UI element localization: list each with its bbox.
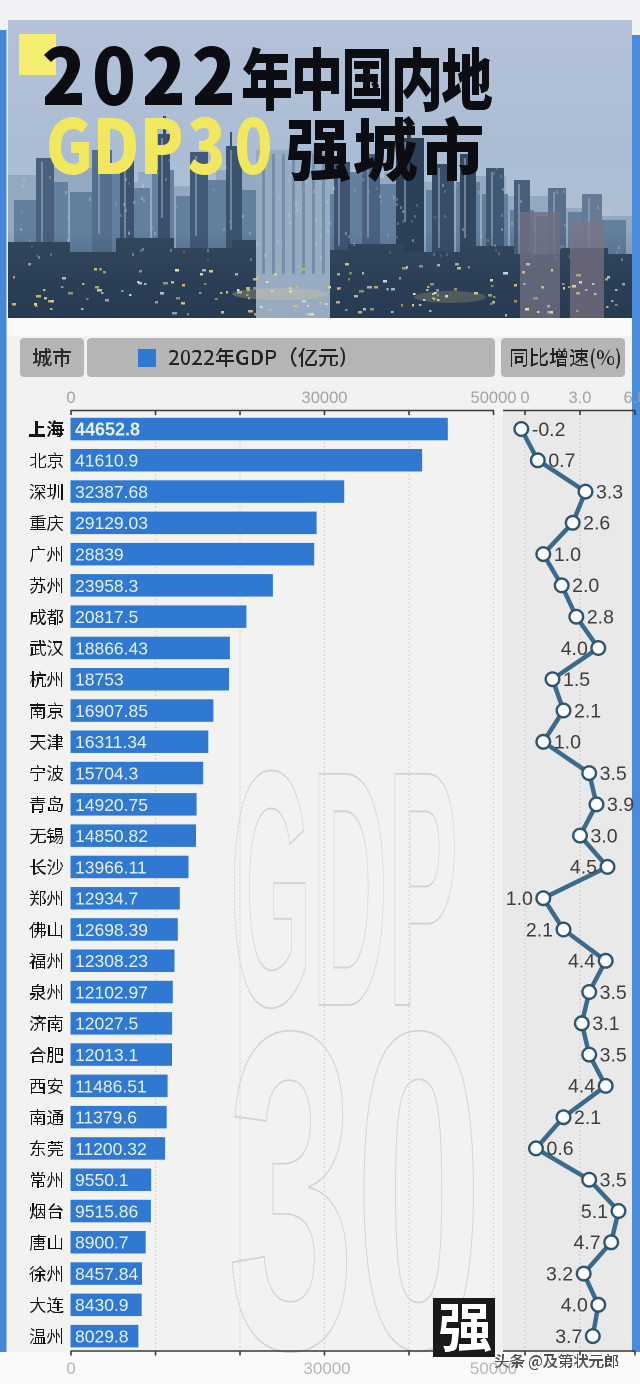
svg-text:2.0: 2.0 bbox=[572, 575, 599, 597]
svg-text:12013.1: 12013.1 bbox=[75, 1045, 138, 1065]
svg-text:9550.1: 9550.1 bbox=[75, 1170, 129, 1190]
svg-text:2.1: 2.1 bbox=[526, 919, 553, 941]
svg-text:1.0: 1.0 bbox=[554, 732, 581, 754]
svg-text:50000: 50000 bbox=[470, 1359, 517, 1378]
svg-text:18866.43: 18866.43 bbox=[75, 638, 148, 658]
svg-text:5.1: 5.1 bbox=[581, 1201, 608, 1223]
svg-text:11200.32: 11200.32 bbox=[75, 1139, 147, 1159]
svg-text:13966.11: 13966.11 bbox=[75, 857, 147, 877]
svg-text:14920.75: 14920.75 bbox=[75, 795, 148, 815]
svg-text:4.5: 4.5 bbox=[570, 857, 597, 879]
svg-text:1.0: 1.0 bbox=[554, 544, 581, 566]
svg-text:41610.9: 41610.9 bbox=[75, 451, 138, 471]
svg-text:12934.7: 12934.7 bbox=[75, 889, 138, 909]
svg-text:-0.2: -0.2 bbox=[532, 419, 566, 441]
svg-text:12102.97: 12102.97 bbox=[75, 982, 148, 1002]
svg-text:1.0: 1.0 bbox=[506, 888, 533, 910]
svg-text:0: 0 bbox=[66, 1359, 75, 1378]
svg-text:0.7: 0.7 bbox=[548, 450, 575, 472]
svg-text:50000: 50000 bbox=[471, 389, 517, 407]
svg-text:44652.8: 44652.8 bbox=[75, 419, 140, 439]
svg-text:11379.6: 11379.6 bbox=[75, 1108, 137, 1128]
svg-text:30000: 30000 bbox=[302, 389, 348, 407]
svg-text:3.5: 3.5 bbox=[600, 1170, 627, 1192]
svg-text:14850.82: 14850.82 bbox=[75, 826, 148, 846]
svg-text:2.1: 2.1 bbox=[574, 700, 601, 722]
svg-text:3.5: 3.5 bbox=[600, 982, 627, 1004]
svg-text:GDP: GDP bbox=[230, 701, 458, 1076]
svg-text:4.4: 4.4 bbox=[568, 1076, 595, 1098]
svg-text:3.7: 3.7 bbox=[555, 1326, 582, 1348]
svg-text:3.9: 3.9 bbox=[607, 794, 634, 816]
svg-text:8029.8: 8029.8 bbox=[75, 1327, 129, 1347]
svg-text:4.4: 4.4 bbox=[568, 951, 595, 973]
svg-text:3.5: 3.5 bbox=[600, 763, 627, 785]
svg-text:23958.3: 23958.3 bbox=[75, 576, 138, 596]
svg-text:8430.9: 8430.9 bbox=[75, 1295, 129, 1315]
svg-text:12027.5: 12027.5 bbox=[75, 1014, 138, 1034]
svg-text:2.1: 2.1 bbox=[574, 1107, 601, 1129]
svg-text:12308.23: 12308.23 bbox=[75, 951, 148, 971]
svg-text:11486.51: 11486.51 bbox=[75, 1076, 147, 1096]
svg-text:2.8: 2.8 bbox=[587, 606, 614, 628]
svg-text:4.0: 4.0 bbox=[561, 638, 588, 660]
svg-text:20817.5: 20817.5 bbox=[75, 607, 138, 627]
svg-text:3.1: 3.1 bbox=[592, 1013, 619, 1035]
svg-text:9515.86: 9515.86 bbox=[75, 1201, 138, 1221]
svg-text:18753: 18753 bbox=[75, 670, 124, 690]
svg-text:29129.03: 29129.03 bbox=[75, 513, 148, 533]
svg-text:15704.3: 15704.3 bbox=[75, 764, 138, 784]
svg-text:4.7: 4.7 bbox=[574, 1232, 601, 1254]
svg-text:4.0: 4.0 bbox=[561, 1295, 588, 1317]
svg-text:3.2: 3.2 bbox=[546, 1263, 573, 1285]
svg-text:6.0: 6.0 bbox=[624, 389, 640, 407]
svg-text:3.3: 3.3 bbox=[596, 481, 623, 503]
svg-text:3.0: 3.0 bbox=[569, 389, 592, 407]
svg-text:1.5: 1.5 bbox=[563, 669, 590, 691]
svg-text:8457.84: 8457.84 bbox=[75, 1264, 139, 1284]
svg-text:28839: 28839 bbox=[75, 545, 124, 565]
svg-text:2.6: 2.6 bbox=[583, 513, 610, 535]
svg-text:3.5: 3.5 bbox=[600, 1044, 627, 1066]
svg-text:16907.85: 16907.85 bbox=[75, 701, 148, 721]
svg-text:8900.7: 8900.7 bbox=[75, 1233, 129, 1253]
svg-text:0: 0 bbox=[66, 389, 75, 407]
svg-text:16311.34: 16311.34 bbox=[75, 732, 147, 752]
svg-text:30000: 30000 bbox=[303, 1359, 350, 1378]
svg-text:12698.39: 12698.39 bbox=[75, 920, 148, 940]
svg-text:32387.68: 32387.68 bbox=[75, 482, 148, 502]
svg-text:3.0: 3.0 bbox=[590, 825, 617, 847]
svg-text:0.6: 0.6 bbox=[546, 1138, 573, 1160]
svg-text:0: 0 bbox=[520, 389, 529, 407]
